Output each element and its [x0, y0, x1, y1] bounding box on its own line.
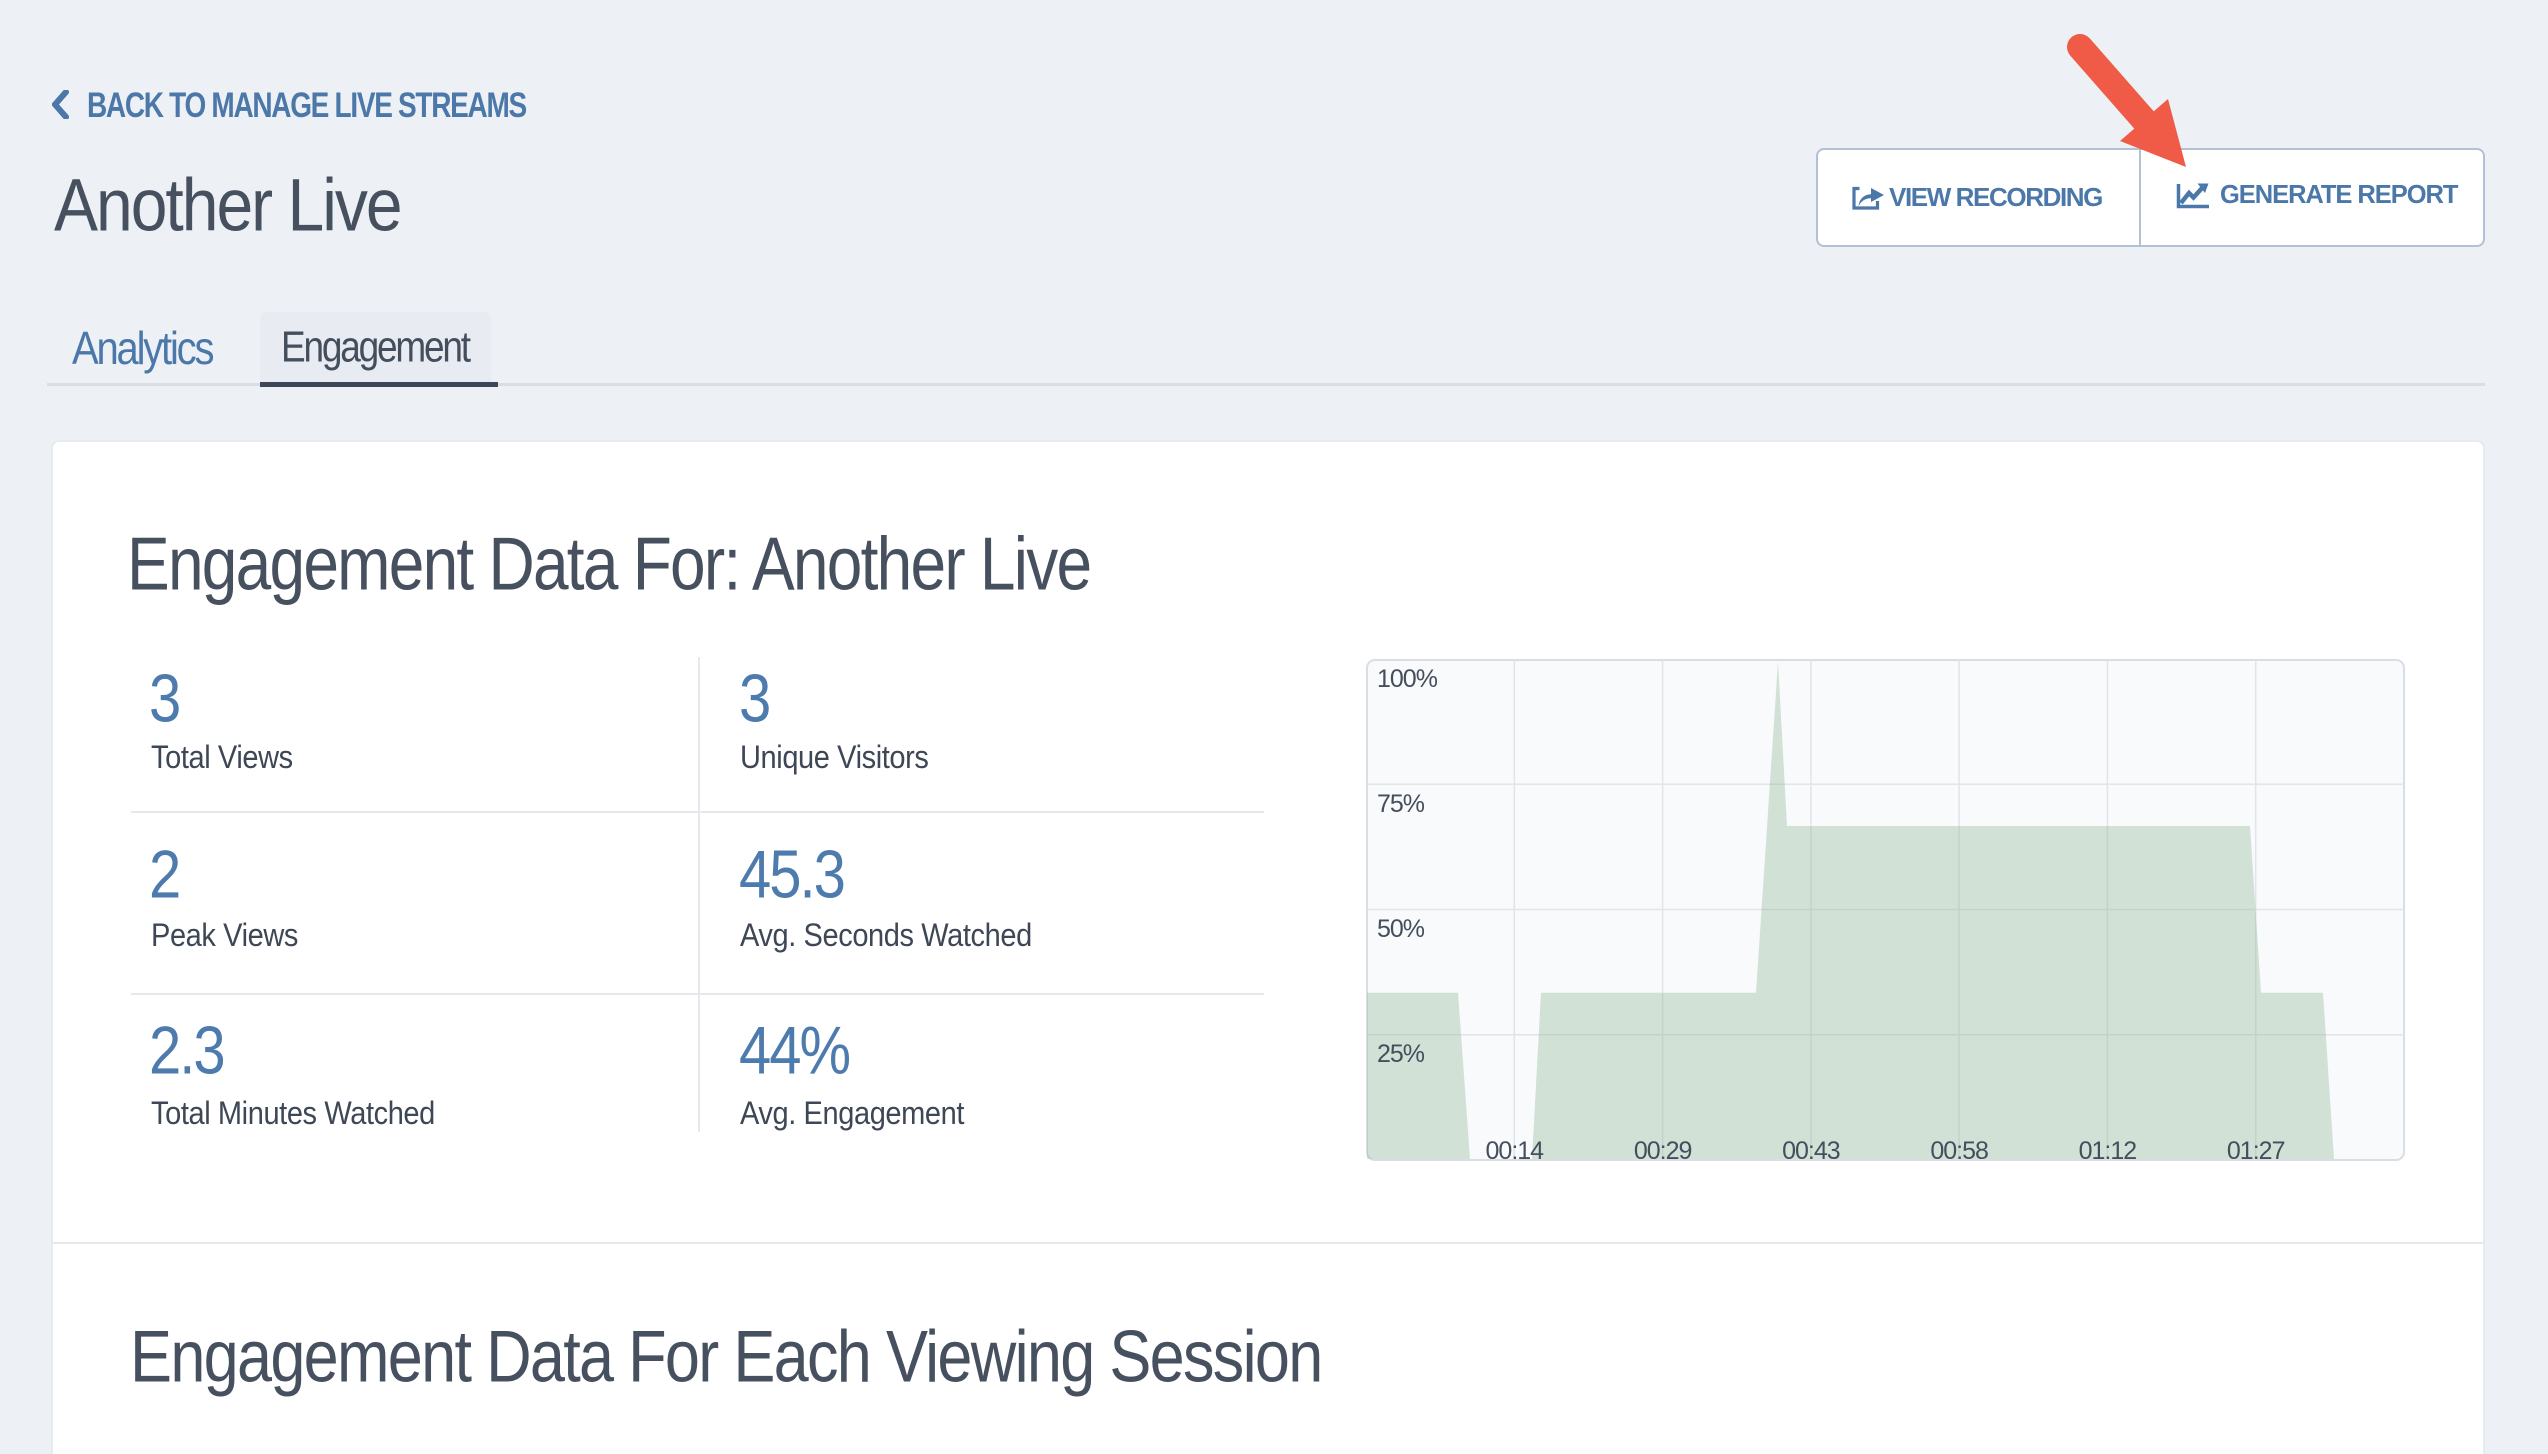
svg-text:25%: 25%: [1377, 1040, 1425, 1068]
svg-text:75%: 75%: [1377, 790, 1425, 818]
svg-text:01:27: 01:27: [2227, 1137, 2285, 1161]
svg-text:00:29: 00:29: [1634, 1137, 1692, 1161]
svg-text:01:12: 01:12: [2079, 1137, 2137, 1161]
svg-text:50%: 50%: [1377, 915, 1425, 943]
svg-text:00:58: 00:58: [1930, 1137, 1988, 1161]
svg-text:100%: 100%: [1377, 665, 1438, 693]
svg-text:00:14: 00:14: [1486, 1137, 1545, 1161]
svg-text:00:43: 00:43: [1782, 1137, 1840, 1161]
